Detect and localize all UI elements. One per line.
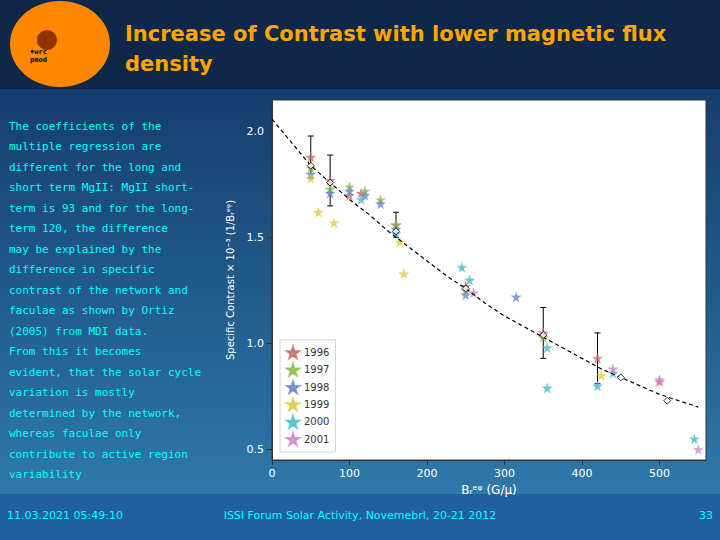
svg-text:500: 500: [649, 467, 670, 480]
svg-text:may be explained by the: may be explained by the: [9, 243, 161, 256]
svg-text:multiple regression are: multiple regression are: [9, 140, 161, 153]
svg-text:term is 93 and for the long-: term is 93 and for the long-: [9, 202, 194, 215]
svg-text:Bᵣᵉᵠ (G/μ): Bᵣᵉᵠ (G/μ): [461, 483, 516, 497]
svg-text:short term MgII: MgII short-: short term MgII: MgII short-: [9, 181, 194, 194]
svg-text:1997: 1997: [304, 364, 329, 375]
svg-text:difference in specific: difference in specific: [9, 263, 155, 276]
svg-text:variation is mostly: variation is mostly: [9, 386, 135, 399]
svg-text:whereas faculae only: whereas faculae only: [9, 427, 142, 440]
svg-text:2001: 2001: [304, 434, 329, 445]
svg-text:(2005) from MDI data.: (2005) from MDI data.: [9, 325, 148, 338]
svg-text:contrast of the network and: contrast of the network and: [9, 284, 188, 297]
svg-text:pmod: pmod: [30, 56, 47, 64]
svg-text:1999: 1999: [304, 399, 329, 410]
svg-text:evident, that the solar cycle: evident, that the solar cycle: [9, 366, 201, 379]
svg-text:400: 400: [572, 467, 593, 480]
svg-text:determined by the network,: determined by the network,: [9, 407, 181, 420]
svg-text:From this it becomes: From this it becomes: [9, 345, 141, 358]
svg-text:ISSI Forum Solar Activity, Nov: ISSI Forum Solar Activity, Novemebrl, 20…: [224, 509, 497, 522]
svg-text:33: 33: [699, 509, 713, 522]
svg-text:Specific Contrast × 10⁻³ (1/Bᵣ: Specific Contrast × 10⁻³ (1/Bᵣᵉᵠ): [225, 200, 236, 360]
svg-text:0: 0: [269, 467, 276, 480]
svg-text:11.03.2021 05:49:10: 11.03.2021 05:49:10: [7, 509, 123, 522]
svg-text:density: density: [125, 52, 213, 76]
svg-text:different for the long and: different for the long and: [9, 161, 181, 174]
svg-text:The coefficients of the: The coefficients of the: [9, 120, 161, 133]
svg-text:2000: 2000: [304, 416, 329, 427]
svg-text:♦wrc: ♦wrc: [30, 48, 47, 56]
svg-text:faculae as shown by Ortiz: faculae as shown by Ortiz: [9, 304, 175, 317]
svg-text:200: 200: [417, 467, 438, 480]
svg-text:contribute to active region: contribute to active region: [9, 448, 188, 461]
svg-text:1996: 1996: [304, 347, 329, 358]
svg-text:Increase of Contrast with lowe: Increase of Contrast with lower magnetic…: [125, 22, 667, 46]
svg-text:term 120, the difference: term 120, the difference: [9, 222, 168, 235]
svg-text:1.0: 1.0: [247, 337, 265, 350]
svg-text:1.5: 1.5: [247, 231, 265, 244]
svg-text:2.0: 2.0: [247, 125, 265, 138]
svg-text:1998: 1998: [304, 382, 329, 393]
svg-text:0.5: 0.5: [247, 443, 265, 456]
svg-text:variability: variability: [9, 468, 82, 481]
svg-text:300: 300: [494, 467, 515, 480]
svg-text:100: 100: [339, 467, 360, 480]
